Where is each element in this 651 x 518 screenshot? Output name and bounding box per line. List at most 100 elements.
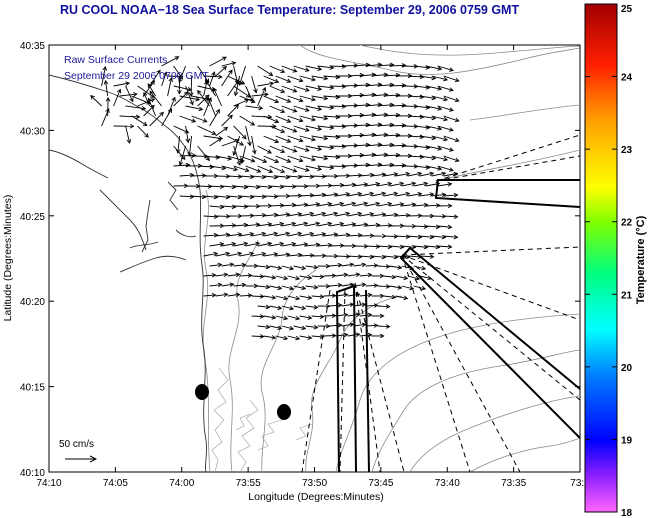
current-vector xyxy=(227,251,243,257)
current-vector xyxy=(347,233,363,238)
current-vector xyxy=(329,182,345,188)
current-vector xyxy=(371,313,385,319)
current-vector xyxy=(149,111,164,127)
current-vector xyxy=(359,254,375,260)
current-vector xyxy=(383,254,399,260)
current-vector xyxy=(377,264,391,269)
current-vector xyxy=(353,262,367,268)
current-vector xyxy=(287,155,304,163)
current-vector xyxy=(377,201,393,207)
current-vector xyxy=(425,125,443,131)
current-vector xyxy=(257,145,272,154)
current-vector xyxy=(263,115,280,124)
current-vector xyxy=(209,204,225,210)
current-vector xyxy=(395,171,411,177)
surface-current-vectors xyxy=(90,56,460,341)
current-vector xyxy=(197,89,210,107)
current-vector xyxy=(305,125,323,131)
current-vector xyxy=(239,231,255,237)
current-vector xyxy=(443,155,460,163)
current-vector xyxy=(305,105,323,111)
current-vector xyxy=(401,244,417,250)
current-vector xyxy=(431,192,447,198)
current-vector xyxy=(287,275,301,281)
current-vector xyxy=(173,85,193,92)
current-vector xyxy=(359,272,373,278)
current-vector xyxy=(371,273,385,279)
current-vector xyxy=(311,115,329,121)
current-vector xyxy=(209,242,225,247)
current-vector xyxy=(389,123,407,128)
current-vector xyxy=(425,105,443,111)
current-vector xyxy=(161,108,173,127)
map-title: RU COOL NOAA−18 Sea Surface Temperature:… xyxy=(60,3,520,17)
current-vector xyxy=(257,222,273,227)
current-vector xyxy=(197,145,210,162)
current-vector xyxy=(293,105,310,112)
current-vector xyxy=(105,96,111,117)
current-vector xyxy=(293,242,309,247)
current-vector xyxy=(221,69,233,87)
current-vector xyxy=(323,192,339,197)
x-tick-label: 73:50 xyxy=(302,478,327,489)
current-vector xyxy=(305,165,323,171)
current-vector xyxy=(299,211,315,217)
current-vector xyxy=(239,194,255,200)
current-vector xyxy=(389,103,407,108)
current-vector xyxy=(371,254,387,260)
current-vector xyxy=(269,145,286,154)
current-vector xyxy=(245,263,259,269)
current-vector xyxy=(173,91,189,107)
current-vector xyxy=(347,72,365,78)
current-vector xyxy=(239,155,256,163)
current-vector xyxy=(287,75,304,83)
current-vector xyxy=(353,201,369,207)
current-vector xyxy=(329,104,347,109)
current-vector xyxy=(287,295,301,301)
current-vector xyxy=(347,191,363,197)
current-vector xyxy=(251,135,257,155)
current-vector xyxy=(239,115,256,126)
current-vector xyxy=(329,164,347,169)
current-vector xyxy=(221,241,237,247)
current-vector xyxy=(203,251,219,257)
current-vector xyxy=(437,182,453,187)
colorbar-tick-label: 19 xyxy=(621,435,633,446)
current-vector xyxy=(329,243,345,248)
current-vector xyxy=(263,212,279,218)
current-vector xyxy=(251,194,267,200)
current-vector xyxy=(203,292,217,298)
x-tick-label: 73:45 xyxy=(368,478,393,489)
current-vector xyxy=(251,92,269,97)
current-vector xyxy=(431,95,449,102)
current-vector xyxy=(293,221,309,227)
x-tick-label: 74:05 xyxy=(103,478,128,489)
current-vector xyxy=(299,115,316,122)
current-vector xyxy=(197,184,213,189)
current-vector xyxy=(113,123,135,129)
current-vector xyxy=(293,325,307,331)
current-vector xyxy=(365,222,381,228)
current-vector xyxy=(275,315,289,321)
current-vector xyxy=(287,135,304,143)
current-vector xyxy=(305,264,319,270)
current-vector xyxy=(227,155,244,162)
current-vector xyxy=(341,282,355,288)
current-vector xyxy=(347,92,365,98)
colorbar-tick-label: 24 xyxy=(621,73,633,84)
current-vector xyxy=(323,293,337,298)
current-vector xyxy=(209,262,223,268)
current-vector xyxy=(443,95,460,103)
current-vector xyxy=(359,191,375,197)
current-vector xyxy=(269,265,283,271)
current-vector xyxy=(215,126,229,137)
current-vector xyxy=(233,222,249,228)
current-vector xyxy=(269,165,286,174)
current-vector xyxy=(371,191,387,197)
current-vector xyxy=(119,92,138,97)
x-tick-label: 73:40 xyxy=(435,478,460,489)
current-vector xyxy=(323,273,337,278)
colorbar-tick-label: 25 xyxy=(621,4,633,15)
current-vector xyxy=(305,284,319,290)
colorbar-tick-label: 20 xyxy=(621,363,633,374)
